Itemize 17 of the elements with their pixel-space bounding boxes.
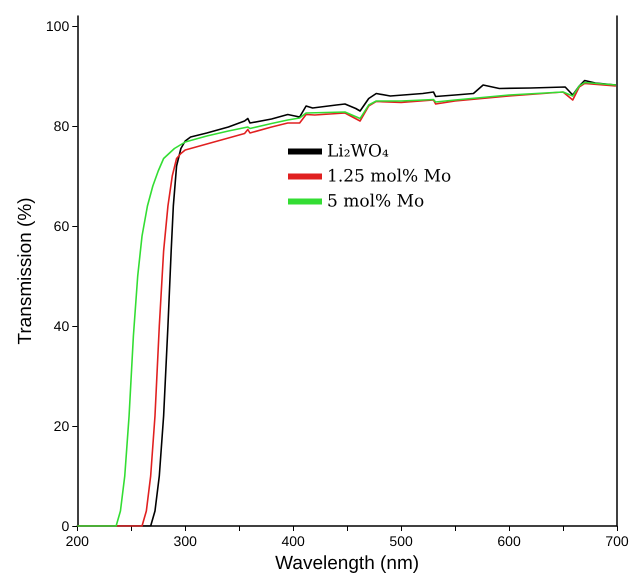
x-tick-label: 500	[389, 533, 413, 549]
x-axis-title: Wavelength (nm)	[275, 553, 420, 574]
x-tick-label: 700	[605, 533, 629, 549]
legend-label: 5 mol% Mo	[327, 192, 424, 212]
y-tick-label: 40	[54, 318, 70, 334]
y-tick-label: 100	[46, 18, 70, 34]
y-tick-label: 0	[61, 518, 70, 534]
y-tick-label: 80	[54, 118, 70, 134]
legend-label: Li₂WO₄	[327, 142, 389, 162]
x-tick-label: 200	[66, 533, 90, 549]
legend-label: 1.25 mol% Mo	[327, 166, 452, 186]
x-tick-label: 400	[281, 533, 306, 549]
x-tick-label: 600	[497, 533, 521, 549]
y-tick-label: 60	[54, 218, 70, 234]
y-axis-title: Transmission (%)	[15, 197, 36, 345]
x-tick-label: 300	[174, 533, 198, 549]
y-tick-label: 20	[54, 418, 70, 434]
